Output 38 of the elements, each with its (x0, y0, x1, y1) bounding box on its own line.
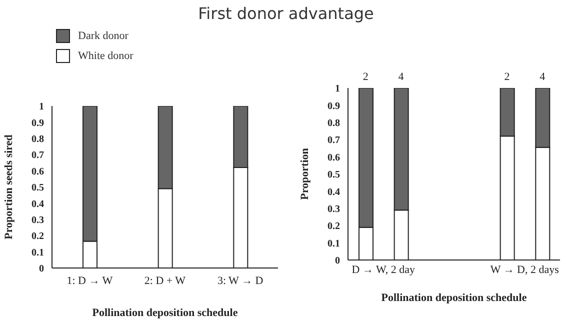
y-tick-label: 1 (39, 102, 44, 113)
y-tick-label: 0.8 (32, 134, 44, 145)
y-tick-label: 0.2 (328, 221, 340, 232)
y-tick-label: 0.9 (32, 118, 44, 129)
y-tick-label: 0.3 (32, 214, 44, 226)
y-axis-title: Proportion seeds sired (2, 134, 15, 240)
x-tick-label: 2 (504, 71, 510, 83)
y-tick-label: 0.4 (328, 186, 340, 198)
y-tick-label: 0.6 (32, 166, 44, 178)
y-tick-label: 0.9 (328, 100, 340, 112)
y-tick-label: 0.4 (32, 198, 44, 210)
y-tick-label: 0.1 (32, 247, 44, 258)
text: W → D, 2 days (489, 264, 560, 276)
x-tick-label: 2: D + W (144, 274, 186, 287)
x-tick-label: 4 (398, 71, 404, 83)
y-tick-label: 0.5 (328, 170, 340, 181)
legend-label: Dark donor (78, 30, 128, 42)
y-tick-label: 0.7 (32, 150, 44, 162)
y-tick-label: 0.3 (328, 204, 340, 215)
x-tick-label: 3: W → D (217, 274, 264, 287)
x-tick-label: 4 (540, 71, 546, 83)
text: D → W, 2 day (352, 264, 415, 276)
y-tick-label: 0 (39, 264, 44, 275)
x-tick-label: 1: D → W (66, 274, 114, 287)
x-axis-title: Pollination deposition schedule (380, 292, 528, 304)
y-tick-label: 0.1 (328, 238, 340, 250)
y-tick-label: 0 (335, 256, 340, 267)
y-tick-label: 0.5 (32, 182, 44, 194)
y-tick-label: 1 (335, 84, 340, 95)
y-tick-label: 0.8 (328, 118, 340, 129)
y-axis-title: Proportion (298, 148, 311, 200)
x-axis-title: Pollination deposition schedule (92, 307, 238, 319)
x-tick-label: 2 (362, 71, 368, 83)
y-tick-label: 0.2 (32, 231, 44, 242)
y-tick-label: 0.7 (328, 135, 340, 146)
legend-label: White donor (78, 50, 134, 62)
chart-title: First donor advantage (197, 4, 375, 23)
y-tick-label: 0.6 (328, 152, 340, 164)
